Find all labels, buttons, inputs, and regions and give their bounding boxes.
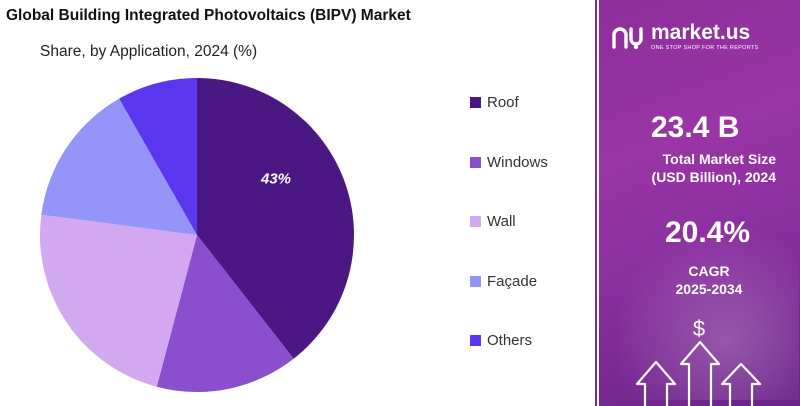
cagr-label: CAGR 2025-2034: [659, 262, 759, 298]
data-label-roof: 43%: [260, 171, 291, 188]
legend-item-fa-ade: Façade: [470, 273, 537, 290]
market-size-label-line2: (USD Billion), 2024: [651, 169, 776, 185]
brand-tagline: ONE STOP SHOP FOR THE REPORTS: [651, 45, 759, 51]
chart-title: Global Building Integrated Photovoltaics…: [6, 7, 411, 24]
legend-item-windows: Windows: [470, 154, 548, 171]
pie-slice-wall: [39, 214, 197, 387]
legend-label: Façade: [487, 272, 538, 290]
legend-swatch: [470, 156, 481, 168]
market-size-label: Total Market Size (USD Billion), 2024: [652, 150, 776, 186]
brand-logo: market.us ONE STOP SHOP FOR THE REPORTS: [611, 22, 759, 52]
dollar-icon: $: [693, 316, 705, 341]
growth-arrows-icon: $: [635, 316, 762, 406]
pie-slice-windows: [156, 235, 294, 393]
background-glow: [619, 200, 799, 400]
arrow-center-icon: [679, 340, 721, 406]
market-size-value: 23.4 B: [651, 111, 740, 144]
legend-swatch: [470, 216, 481, 227]
legend-item-others: Others: [470, 332, 532, 349]
legend-label: Roof: [487, 94, 519, 111]
chart-subtitle: Share, by Application, 2024 (%): [40, 43, 258, 60]
cagr-label-line1: CAGR: [688, 263, 730, 279]
cagr-value: 20.4%: [665, 216, 751, 249]
summary-panel: market.us ONE STOP SHOP FOR THE REPORTS …: [599, 0, 800, 406]
brand-name: market.us: [651, 21, 751, 44]
pie-slice-others: [119, 78, 197, 235]
legend-swatch: [470, 335, 481, 346]
legend-item-wall: Wall: [470, 213, 516, 230]
pie-slice-roof: [197, 78, 354, 359]
cagr-label-line2: 2025-2034: [675, 281, 743, 297]
legend-item-roof: Roof: [470, 94, 519, 111]
arrow-right-icon: [720, 362, 762, 406]
pie-chart: 43%: [39, 78, 354, 393]
pie-slice-fa-ade: [41, 98, 197, 235]
legend-swatch: [470, 97, 481, 108]
legend-label: Windows: [487, 153, 548, 171]
legend-label: Wall: [487, 213, 516, 230]
chart-panel: Global Building Integrated Photovoltaics…: [6, 0, 597, 406]
arrow-left-icon: [635, 360, 677, 406]
logo-mark-icon: [612, 27, 643, 50]
market-size-label-line1: Total Market Size: [662, 151, 776, 167]
legend-label: Others: [487, 332, 533, 349]
legend-swatch: [470, 275, 481, 287]
